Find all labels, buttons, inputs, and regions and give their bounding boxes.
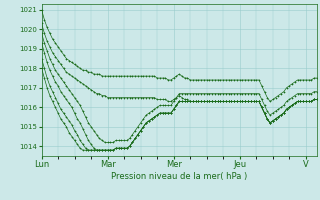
X-axis label: Pression niveau de la mer( hPa ): Pression niveau de la mer( hPa ) [111,172,247,181]
